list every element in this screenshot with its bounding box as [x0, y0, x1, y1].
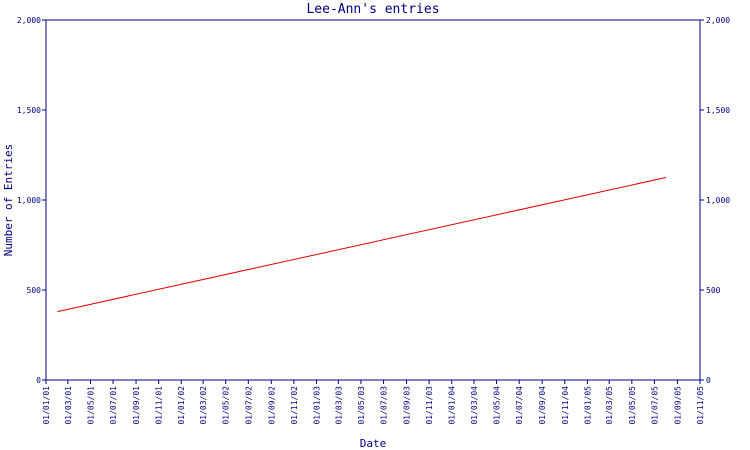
x-tick-label: 01/01/03: [312, 386, 321, 425]
plot-frame: [45, 19, 701, 381]
x-tick-label: 01/07/01: [109, 386, 118, 425]
x-tick-label: 01/05/04: [493, 386, 502, 425]
x-tick-label: 01/09/01: [132, 386, 141, 425]
y-tick-label-left: 500: [27, 286, 42, 295]
y-tick-label-left: 1,500: [17, 106, 41, 115]
y-tick-label-left: 1,000: [17, 196, 41, 205]
x-tick-label: 01/05/01: [86, 386, 95, 425]
x-tick-label: 01/01/02: [177, 386, 186, 425]
plot-area: 0 0 500 500 1,000 1,000 1,500 1,500 2,000 2,000 01…: [17, 16, 730, 425]
y-tick-label-right: 1,500: [706, 106, 730, 115]
y-tick-label-left: 2,000: [17, 16, 41, 25]
x-tick-label: 01/03/05: [605, 386, 614, 425]
x-tick-label: 01/09/05: [673, 386, 682, 425]
x-tick-label: 01/03/04: [470, 386, 479, 425]
x-tick-label: 01/05/03: [357, 386, 366, 425]
x-tick-label: 01/05/02: [222, 386, 231, 425]
x-tick-label: 01/09/03: [403, 386, 412, 425]
x-tick-label: 01/09/02: [267, 386, 276, 425]
x-tick-label: 01/01/04: [448, 386, 457, 425]
x-tick-label: 01/07/05: [650, 386, 659, 425]
y-axis-title: Number of Entries: [2, 144, 15, 257]
x-tick-label: 01/07/03: [380, 386, 389, 425]
x-tick-label: 01/01/01: [42, 386, 51, 425]
x-tick-label: 01/03/03: [334, 386, 343, 425]
y-tick-label-left: 0: [36, 376, 41, 385]
x-tick-label: 01/09/04: [538, 386, 547, 425]
x-tick-label: 01/07/02: [244, 386, 253, 425]
x-tick-label: 01/01/05: [583, 386, 592, 425]
y-tick-label-right: 0: [706, 376, 711, 385]
x-tick-label: 01/11/05: [696, 386, 705, 425]
x-axis-title: Date: [360, 437, 387, 450]
x-tick-label: 01/03/01: [64, 386, 73, 425]
y-tick-label-right: 500: [706, 286, 721, 295]
x-tick-label: 01/11/02: [290, 386, 299, 425]
x-tick-label: 01/11/03: [425, 386, 434, 425]
x-tick-label: 01/07/04: [515, 386, 524, 425]
y-tick-label-right: 2,000: [706, 16, 730, 25]
x-tick-label: 01/05/05: [628, 386, 637, 425]
series-line: [57, 177, 667, 313]
chart-title: Lee-Ann's entries: [306, 2, 439, 17]
x-tick-label: 01/11/01: [155, 386, 164, 425]
x-tick-label: 01/11/04: [561, 386, 570, 425]
x-tick-label: 01/03/02: [199, 386, 208, 425]
y-tick-label-right: 1,000: [706, 196, 730, 205]
